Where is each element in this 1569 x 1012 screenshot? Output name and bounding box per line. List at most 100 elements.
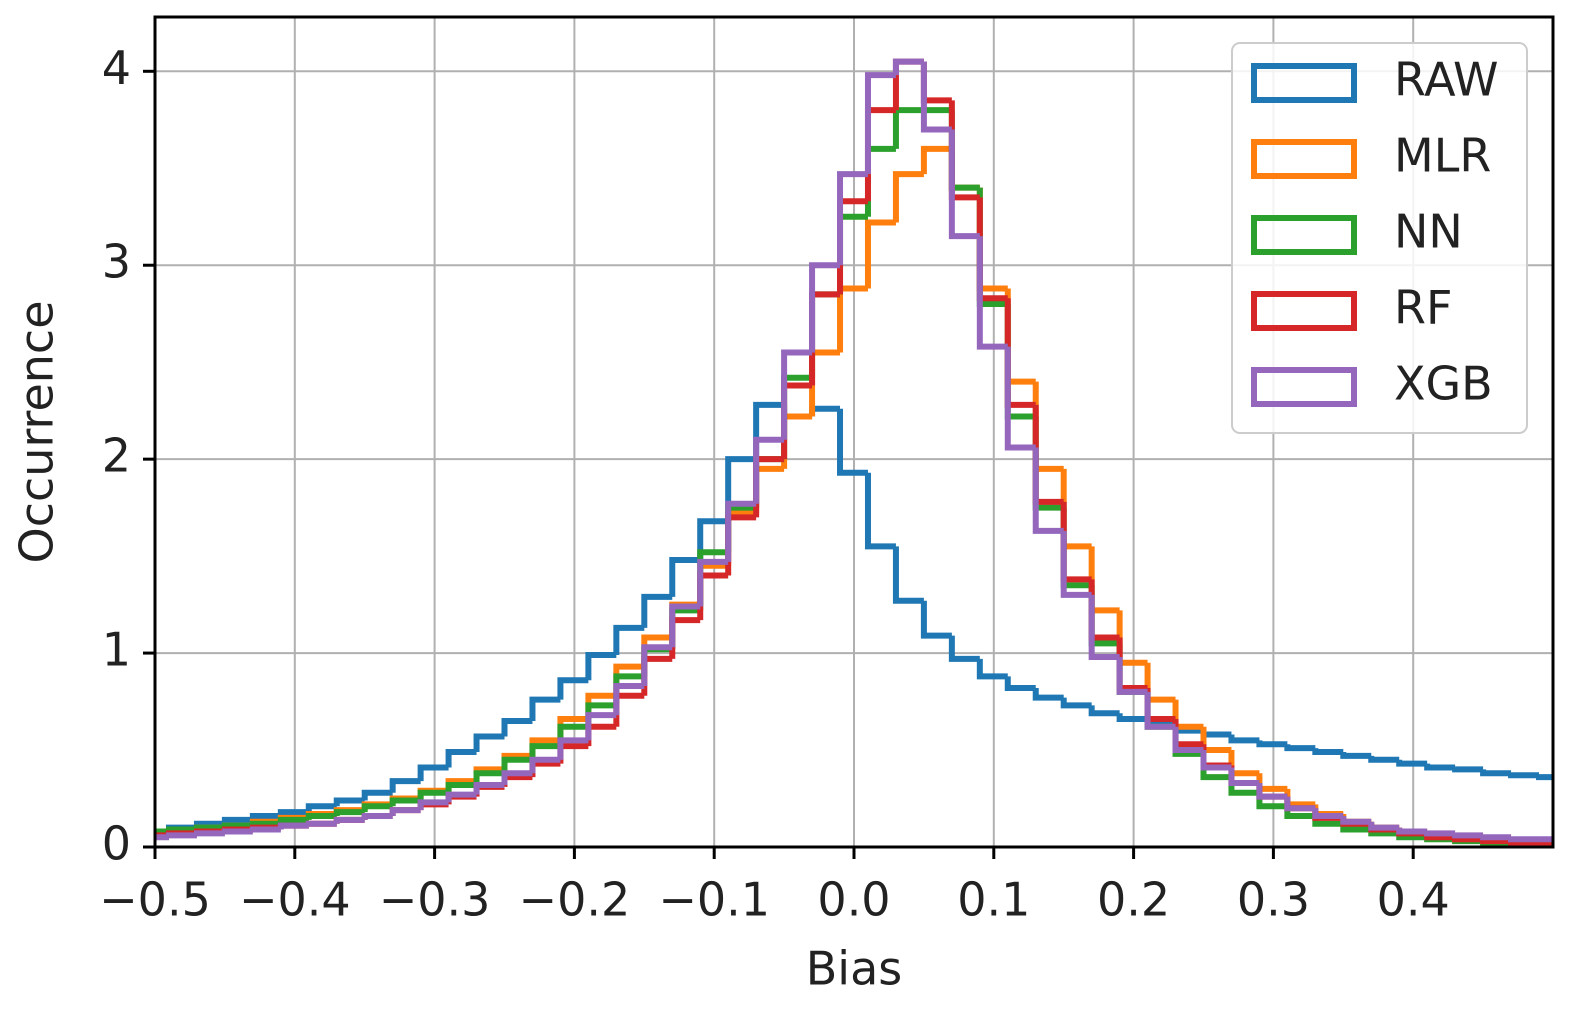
histogram-step (1088, 594, 1120, 660)
histogram-step (1340, 815, 1372, 825)
histogram-step (221, 828, 253, 835)
histogram-step (249, 812, 281, 820)
histogram-step (1424, 830, 1456, 837)
histogram-step (585, 712, 617, 741)
histogram-step (976, 658, 1008, 680)
histogram-step (155, 834, 169, 841)
x-axis-label: Bias (806, 942, 903, 996)
histogram-step (864, 472, 896, 550)
histogram-step (585, 652, 617, 681)
y-axis-label: Occurrence (10, 301, 64, 564)
histogram-step (781, 382, 813, 460)
y-tick-label: 3 (102, 235, 131, 289)
histogram-step (249, 826, 281, 833)
histogram-step (361, 789, 393, 801)
histogram-step (669, 607, 701, 650)
histogram-step (1116, 656, 1148, 695)
legend-swatch (1251, 215, 1357, 255)
histogram-step (1508, 836, 1540, 843)
histogram-step (389, 807, 421, 816)
histogram-step (557, 737, 589, 760)
histogram-step (948, 100, 980, 201)
histogram-step (892, 58, 924, 111)
histogram-step (1032, 687, 1064, 701)
histogram-step (948, 110, 980, 191)
histogram-step (669, 556, 701, 597)
x-tick-label: −0.3 (379, 873, 491, 927)
histogram-step (1004, 304, 1036, 420)
histogram-step (1004, 676, 1036, 691)
histogram-step (613, 683, 645, 716)
histogram-step (1060, 530, 1092, 598)
histogram-step (1312, 804, 1344, 818)
y-tick-label: 4 (102, 41, 131, 95)
histogram-step (864, 145, 896, 217)
histogram-step (1452, 832, 1484, 839)
histogram-step (501, 756, 533, 774)
histogram-step (892, 171, 924, 223)
histogram-step (753, 465, 785, 514)
histogram-step (1060, 501, 1092, 583)
histogram-step (1480, 834, 1512, 841)
histogram-step (725, 500, 757, 562)
histogram-step (1228, 767, 1260, 787)
histogram-step (725, 510, 757, 566)
histogram-step (333, 797, 365, 807)
histogram-step (305, 803, 337, 813)
histogram-step (473, 770, 505, 785)
histogram-step (529, 743, 561, 760)
histogram-step (585, 723, 617, 747)
histogram-step (1284, 796, 1316, 812)
histogram-step (1340, 751, 1372, 759)
histogram-step (1004, 298, 1036, 408)
histogram-step (557, 677, 589, 700)
histogram-step (641, 593, 673, 628)
histogram-step (305, 820, 337, 827)
histogram-step (361, 812, 393, 820)
histogram-step (837, 408, 868, 476)
histogram-step (948, 635, 980, 662)
histogram-step (529, 760, 561, 778)
histogram-step (1228, 734, 1260, 744)
histogram-step (669, 603, 701, 648)
histogram-step (389, 778, 421, 793)
histogram-step (1144, 687, 1176, 723)
x-tick-label: 0.2 (1097, 873, 1170, 927)
histogram-step (1368, 755, 1400, 763)
histogram-step (697, 518, 729, 560)
x-tick-label: 0.4 (1377, 873, 1450, 927)
histogram-step (809, 291, 841, 386)
histogram-step (1088, 546, 1120, 614)
legend-label: XGB (1394, 357, 1493, 411)
histogram-step (1172, 726, 1204, 754)
legend-swatch (1251, 367, 1357, 407)
legend-swatch (1251, 63, 1357, 103)
histogram-step (417, 799, 449, 811)
histogram-step (1312, 748, 1344, 755)
histogram-step (1060, 468, 1092, 550)
axes-frame (153, 15, 1555, 849)
histogram-step (1032, 404, 1064, 505)
histogram-step (445, 781, 477, 793)
histogram-step (948, 148, 980, 191)
histogram-step (1284, 744, 1316, 752)
histogram-step (473, 781, 505, 795)
y-tick-label: 2 (102, 429, 131, 483)
histogram-step (1424, 763, 1456, 771)
histogram-step (1452, 766, 1484, 773)
histogram-step (277, 822, 309, 830)
histogram-step (165, 832, 197, 839)
histogram-step (697, 558, 729, 607)
legend-label: RF (1394, 281, 1452, 335)
histogram-step (837, 171, 868, 266)
histogram-step (221, 816, 253, 824)
histogram-step (948, 129, 980, 240)
histogram-step (277, 816, 309, 824)
histogram-step (417, 789, 449, 801)
histogram-step (529, 696, 561, 721)
histogram-step (809, 291, 841, 378)
x-tick-label: 0.0 (817, 873, 890, 927)
histogram-step (277, 809, 309, 816)
histogram-step (1256, 783, 1288, 800)
